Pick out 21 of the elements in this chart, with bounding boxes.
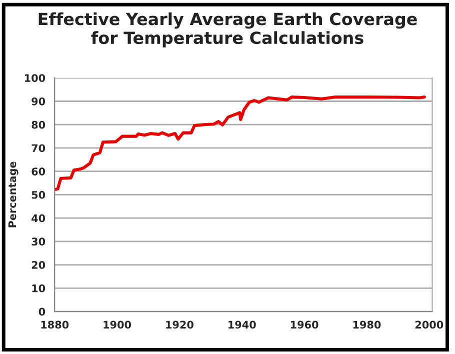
y-tick-label: 40	[32, 214, 46, 222]
y-tick-label: 10	[32, 284, 46, 292]
y-axis-title: Percentage	[8, 162, 18, 228]
x-tick-label: 1900	[104, 320, 132, 329]
y-tick-label: 60	[32, 168, 46, 176]
y-tick-label: 20	[32, 261, 46, 269]
y-tick-label: 90	[32, 97, 46, 106]
y-tick-label: 50	[32, 190, 46, 199]
line-series	[54, 96, 426, 192]
x-tick-label: 1960	[290, 320, 318, 329]
y-tick-label: 70	[32, 144, 46, 152]
x-tick-label: 1980	[353, 320, 381, 329]
x-tick-label: 2000	[415, 320, 444, 329]
y-tick-label: 80	[32, 120, 46, 129]
y-tick-label: 30	[32, 238, 46, 246]
chart-title: Effective Yearly Average Earth Coverage for Temperature Calculations	[38, 12, 417, 48]
x-tick-label: 1920	[166, 320, 194, 329]
x-tick-label: 1880	[41, 320, 69, 329]
y-tick-label: 100	[25, 74, 46, 82]
y-tick-label: 0	[38, 308, 46, 316]
x-tick-label: 1940	[228, 320, 256, 329]
